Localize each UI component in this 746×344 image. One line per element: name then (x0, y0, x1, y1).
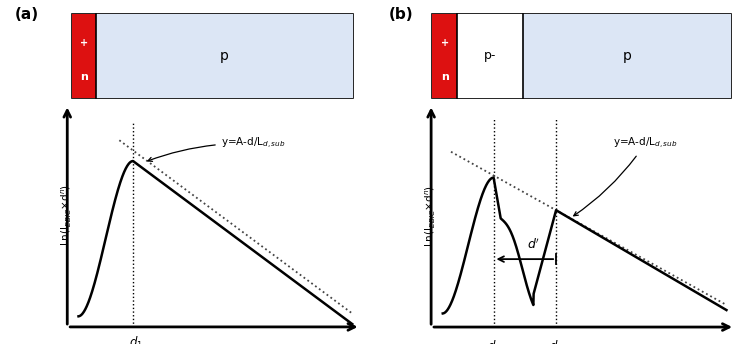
Bar (95, 13, 354, 98)
Bar (523, 13, 731, 98)
Bar (457, 13, 523, 98)
Text: p-: p- (484, 49, 496, 62)
Bar (432, 13, 731, 98)
Bar (432, 13, 457, 98)
Text: +: + (440, 38, 448, 48)
Text: (b): (b) (389, 7, 414, 22)
Bar (72, 13, 354, 98)
Text: n: n (80, 72, 87, 82)
Text: p: p (220, 49, 229, 63)
Text: +: + (80, 38, 88, 48)
Text: (a): (a) (15, 7, 39, 22)
Text: n: n (441, 72, 448, 82)
Bar (72, 13, 95, 98)
Text: p: p (623, 49, 632, 63)
